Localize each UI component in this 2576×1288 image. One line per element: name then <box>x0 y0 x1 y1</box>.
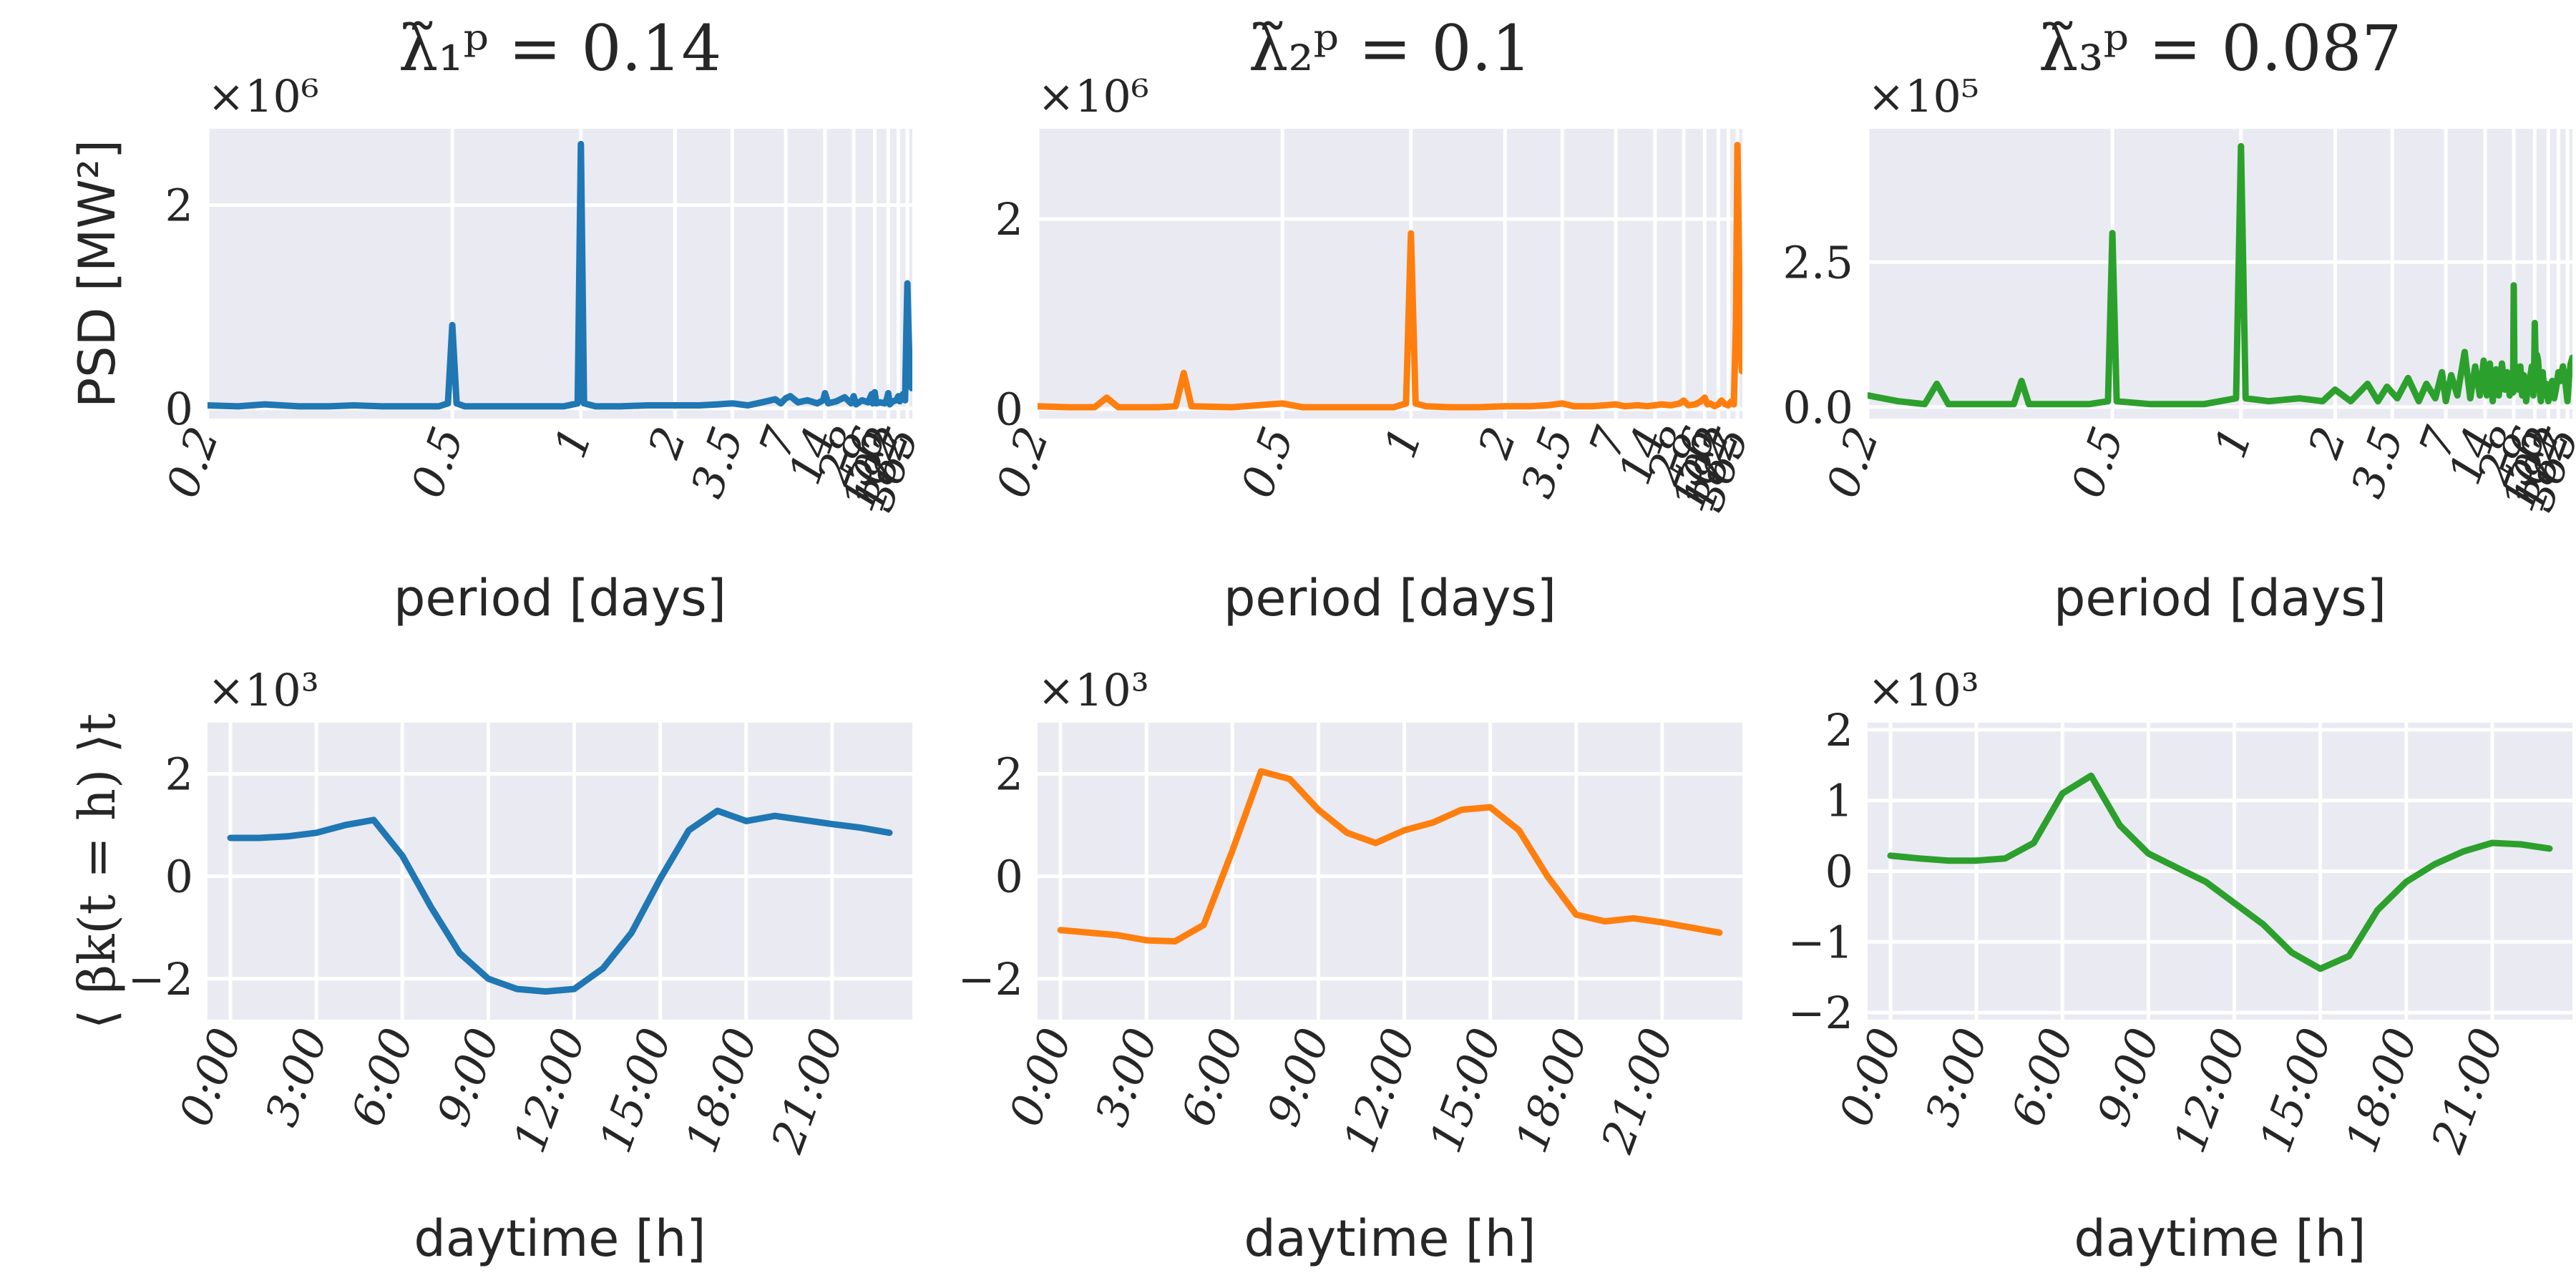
x-tick-label: 0.5 <box>401 420 474 504</box>
y-tick-label: 0 <box>165 851 193 903</box>
x-tick-label: 6:00 <box>341 1021 424 1133</box>
x-axis-label: daytime [h] <box>414 1209 706 1268</box>
x-tick-label: 2 <box>1468 420 1526 465</box>
y-tick-label: 1 <box>1825 775 1853 827</box>
x-tick-label: 3:00 <box>1915 1021 1998 1133</box>
plot-area <box>1868 129 2572 419</box>
chart-psd3: 0.02.50.2 0.5 1 23.57142856102182365×10⁵λ̃₃… <box>1782 11 2576 628</box>
y-tick-label: 2 <box>995 748 1023 801</box>
y-tick-label: −2 <box>128 953 193 1005</box>
y-tick-label: 0 <box>165 383 193 435</box>
chart-daily2: −2 0 2 0:00 3:00 6:00 9:0012:0015:0018:0021:00… <box>958 664 1742 1268</box>
x-tick-label: 18:00 <box>675 1021 768 1159</box>
x-tick-label: 0:00 <box>169 1021 252 1133</box>
x-tick-label: 9:00 <box>426 1021 509 1133</box>
y-multiplier: ×10⁶ <box>1038 70 1149 122</box>
series-line-daily2 <box>1057 768 1723 945</box>
series-line-daily3 <box>1887 772 2553 972</box>
y-multiplier: ×10³ <box>1868 664 1979 716</box>
y-multiplier: ×10⁵ <box>1868 70 1979 122</box>
x-tick-label: 21:00 <box>761 1021 854 1160</box>
y-tick-label: 0 <box>995 384 1023 436</box>
y-tick-label: 2 <box>1825 704 1853 756</box>
x-tick-label: 2 <box>2298 420 2356 465</box>
x-tick-label: 6:00 <box>1171 1021 1254 1133</box>
y-tick-label: 2 <box>165 748 193 801</box>
x-axis-label: daytime [h] <box>2074 1209 2366 1268</box>
chart-title: λ̃₃ᵖ = 0.087 <box>2039 11 2402 85</box>
y-tick-label: 0.0 <box>1782 381 1853 434</box>
x-tick-label: 12:00 <box>503 1021 596 1159</box>
series-line-psd1 <box>208 140 912 410</box>
x-tick-label: 1 <box>2204 420 2263 464</box>
x-tick-label: 21:00 <box>1591 1021 1684 1160</box>
x-tick-label: 9:00 <box>1257 1021 1340 1133</box>
y-tick-label: −2 <box>1788 987 1853 1039</box>
x-tick-label: 3:00 <box>255 1021 338 1133</box>
y-tick-label: −1 <box>1788 916 1853 968</box>
x-tick-label: 18:00 <box>2335 1021 2428 1159</box>
x-tick-label: 15:00 <box>589 1021 682 1159</box>
plot-area <box>1038 129 1742 419</box>
x-tick-label: 0:00 <box>999 1021 1082 1133</box>
x-tick-label: 1 <box>544 420 602 464</box>
x-tick-label: 3.5 <box>1511 420 1584 504</box>
y-tick-label: 0 <box>995 851 1023 903</box>
x-tick-label: 3:00 <box>1085 1021 1168 1133</box>
chart-daily1: −2 0 2 0:00 3:00 6:00 9:0012:0015:0018:0021:00… <box>68 664 912 1268</box>
series-line-psd3 <box>1868 142 2572 408</box>
y-axis-label: ⟨ βk(t = h) ⟩t <box>68 713 127 1029</box>
y-multiplier: ×10⁶ <box>208 70 319 122</box>
y-multiplier: ×10³ <box>1038 664 1149 716</box>
y-tick-label: 2 <box>995 193 1023 245</box>
y-tick-label: −2 <box>958 953 1023 1005</box>
x-tick-label: 6:00 <box>2001 1021 2084 1133</box>
x-tick-label: 0.5 <box>2061 420 2134 504</box>
x-tick-label: 12:00 <box>1333 1021 1426 1159</box>
y-tick-label: 2 <box>165 180 193 232</box>
series-line-daily1 <box>227 807 893 995</box>
x-tick-label: 3.5 <box>2341 420 2414 504</box>
x-tick-label: 2 <box>638 420 696 465</box>
x-tick-label: 9:00 <box>2087 1021 2170 1133</box>
x-tick-label: 12:00 <box>2163 1021 2256 1159</box>
x-tick-label: 21:00 <box>2421 1021 2514 1160</box>
plot-area <box>208 723 912 1020</box>
x-axis-label: period [days] <box>2054 569 2386 628</box>
x-tick-label: 15:00 <box>2249 1021 2342 1159</box>
plot-area <box>1038 723 1742 1020</box>
x-tick-label: 3.5 <box>680 420 753 504</box>
x-tick-label: 15:00 <box>1419 1021 1512 1159</box>
chart-title: λ̃₁ᵖ = 0.14 <box>399 11 722 85</box>
x-axis-label: period [days] <box>1224 569 1556 628</box>
series-line-psd2 <box>1038 142 1742 411</box>
y-tick-label: 0 <box>1825 846 1853 898</box>
x-tick-label: 0.5 <box>1231 420 1304 504</box>
x-axis-label: daytime [h] <box>1244 1209 1536 1268</box>
y-multiplier: ×10³ <box>208 664 319 716</box>
plot-area <box>208 129 912 419</box>
y-tick-label: 2.5 <box>1782 236 1853 288</box>
x-tick-label: 1 <box>1374 420 1433 464</box>
chart-title: λ̃₂ᵖ = 0.1 <box>1249 11 1532 85</box>
y-axis-label: PSD [MW²] <box>68 140 127 408</box>
x-axis-label: period [days] <box>394 569 726 628</box>
x-tick-label: 18:00 <box>1505 1021 1598 1159</box>
